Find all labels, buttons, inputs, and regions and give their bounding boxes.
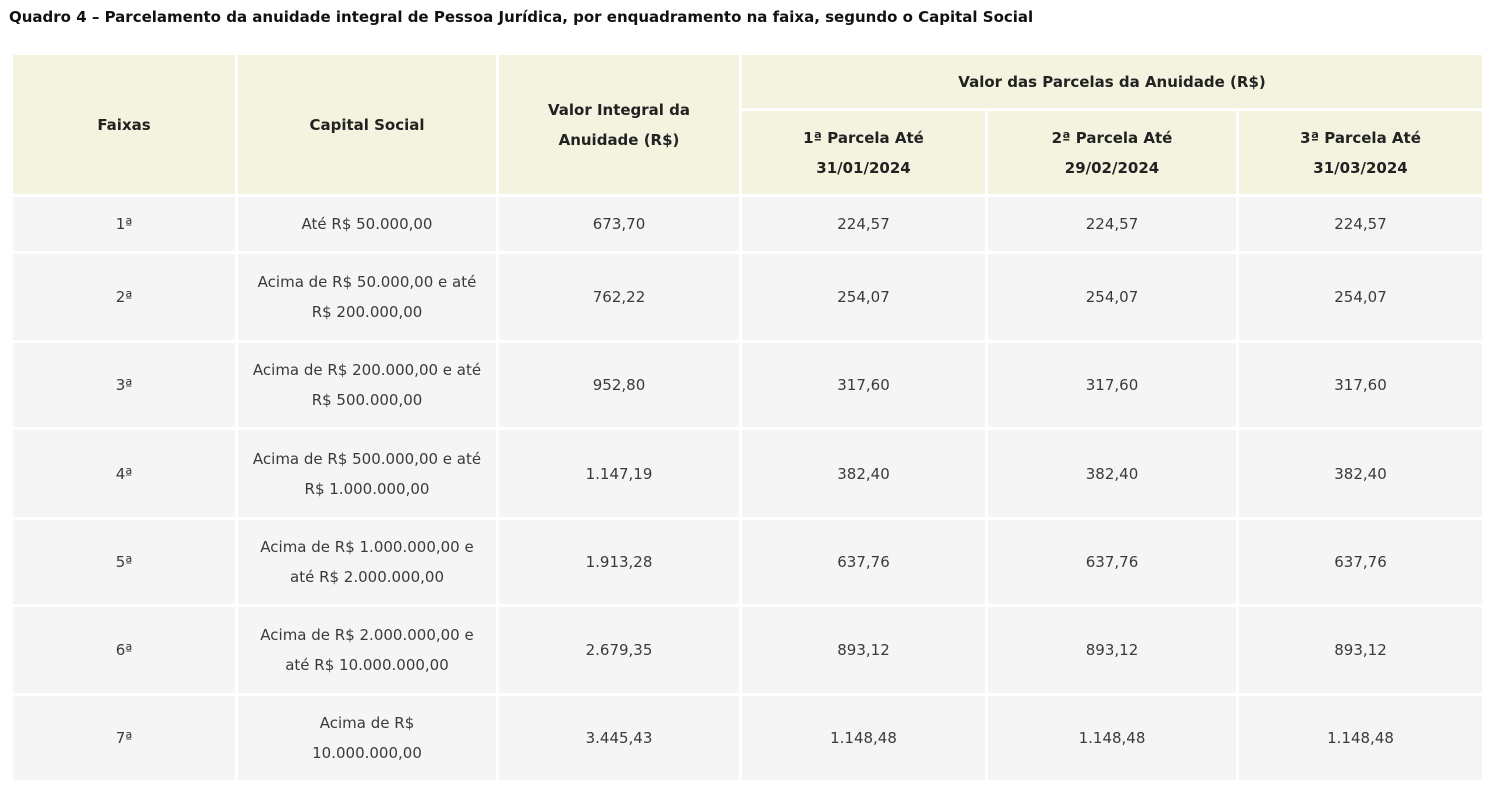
cell-parcela-1: 254,07 xyxy=(742,254,985,340)
cell-valor-integral: 673,70 xyxy=(499,197,739,251)
cell-capital-social: Acima de R$ 50.000,00 e até R$ 200.000,0… xyxy=(238,254,496,340)
table-row: 3ª Acima de R$ 200.000,00 e até R$ 500.0… xyxy=(13,343,1483,427)
cell-parcela-1: 1.148,48 xyxy=(742,696,985,780)
table-row: 1ª Até R$ 50.000,00 673,70 224,57 224,57… xyxy=(13,197,1483,251)
header-valor-integral: Valor Integral da Anuidade (R$) xyxy=(499,55,739,194)
cell-capital-social-text: Acima de R$ 200.000,00 e até R$ 500.000,… xyxy=(252,361,482,409)
cell-parcela-3: 224,57 xyxy=(1239,197,1483,251)
header-capital-social: Capital Social xyxy=(238,55,496,194)
cell-parcela-2: 893,12 xyxy=(988,607,1236,693)
cell-valor-integral: 3.445,43 xyxy=(499,696,739,780)
cell-parcela-1: 224,57 xyxy=(742,197,985,251)
cell-valor-integral: 952,80 xyxy=(499,343,739,427)
cell-capital-social: Acima de R$ 1.000.000,00 e até R$ 2.000.… xyxy=(238,520,496,604)
cell-parcela-3: 317,60 xyxy=(1239,343,1483,427)
table-row: 2ª Acima de R$ 50.000,00 e até R$ 200.00… xyxy=(13,254,1483,340)
header-parcela-2-label: 2ª Parcela Até 29/02/2024 xyxy=(1051,128,1173,177)
header-row-top: Faixas Capital Social Valor Integral da … xyxy=(13,55,1483,194)
cell-parcela-1: 637,76 xyxy=(742,520,985,604)
cell-parcela-3: 637,76 xyxy=(1239,520,1483,604)
header-valor-integral-label: Valor Integral da Anuidade (R$) xyxy=(547,100,691,149)
cell-parcela-2: 382,40 xyxy=(988,430,1236,517)
cell-capital-social: Até R$ 50.000,00 xyxy=(238,197,496,251)
cell-parcela-2: 224,57 xyxy=(988,197,1236,251)
cell-parcela-1: 893,12 xyxy=(742,607,985,693)
header-faixas: Faixas xyxy=(13,55,235,194)
header-row-sub: 1ª Parcela Até 31/01/2024 2ª Parcela Até… xyxy=(13,111,1483,194)
cell-valor-integral: 2.679,35 xyxy=(499,607,739,693)
header-parcela-2: 2ª Parcela Até 29/02/2024 xyxy=(988,111,1236,194)
cell-parcela-2: 1.148,48 xyxy=(988,696,1236,780)
header-parcela-1-label: 1ª Parcela Até 31/01/2024 xyxy=(803,128,924,177)
cell-capital-social: Acima de R$ 500.000,00 e até R$ 1.000.00… xyxy=(238,430,496,517)
cell-parcela-3: 254,07 xyxy=(1239,254,1483,340)
header-parcela-3: 3ª Parcela Até 31/03/2024 xyxy=(1239,111,1483,194)
cell-capital-social-text: Até R$ 50.000,00 xyxy=(301,215,433,233)
cell-parcela-2: 254,07 xyxy=(988,254,1236,340)
header-parcela-1: 1ª Parcela Até 31/01/2024 xyxy=(742,111,985,194)
cell-parcela-2: 317,60 xyxy=(988,343,1236,427)
table-row: 5ª Acima de R$ 1.000.000,00 e até R$ 2.0… xyxy=(13,520,1483,604)
cell-faixa: 2ª xyxy=(13,254,235,340)
cell-capital-social: Acima de R$ 200.000,00 e até R$ 500.000,… xyxy=(238,343,496,427)
cell-faixa: 6ª xyxy=(13,607,235,693)
table-row: 6ª Acima de R$ 2.000.000,00 e até R$ 10.… xyxy=(13,607,1483,693)
cell-faixa: 5ª xyxy=(13,520,235,604)
cell-parcela-3: 382,40 xyxy=(1239,430,1483,517)
cell-capital-social-text: Acima de R$ 2.000.000,00 e até R$ 10.000… xyxy=(260,626,474,674)
annuity-installments-table: Faixas Capital Social Valor Integral da … xyxy=(10,52,1486,783)
cell-faixa: 3ª xyxy=(13,343,235,427)
cell-parcela-3: 1.148,48 xyxy=(1239,696,1483,780)
cell-faixa: 7ª xyxy=(13,696,235,780)
cell-parcela-1: 382,40 xyxy=(742,430,985,517)
cell-parcela-1: 317,60 xyxy=(742,343,985,427)
cell-capital-social-text: Acima de R$ 50.000,00 e até R$ 200.000,0… xyxy=(257,273,477,321)
table-row: 7ª Acima de R$ 10.000.000,00 3.445,43 1.… xyxy=(13,696,1483,780)
cell-faixa: 4ª xyxy=(13,430,235,517)
cell-parcela-2: 637,76 xyxy=(988,520,1236,604)
cell-capital-social: Acima de R$ 10.000.000,00 xyxy=(238,696,496,780)
cell-capital-social-text: Acima de R$ 1.000.000,00 e até R$ 2.000.… xyxy=(260,538,474,586)
cell-faixa: 1ª xyxy=(13,197,235,251)
cell-valor-integral: 762,22 xyxy=(499,254,739,340)
header-parcela-3-label: 3ª Parcela Até 31/03/2024 xyxy=(1300,128,1421,177)
cell-valor-integral: 1.913,28 xyxy=(499,520,739,604)
cell-capital-social-text: Acima de R$ 10.000.000,00 xyxy=(312,714,422,762)
header-parcelas-group: Valor das Parcelas da Anuidade (R$) xyxy=(742,55,1483,108)
table-caption: Quadro 4 – Parcelamento da anuidade inte… xyxy=(9,8,1034,26)
cell-valor-integral: 1.147,19 xyxy=(499,430,739,517)
table-row: 4ª Acima de R$ 500.000,00 e até R$ 1.000… xyxy=(13,430,1483,517)
cell-parcela-3: 893,12 xyxy=(1239,607,1483,693)
cell-capital-social-text: Acima de R$ 500.000,00 e até R$ 1.000.00… xyxy=(252,449,482,498)
cell-capital-social: Acima de R$ 2.000.000,00 e até R$ 10.000… xyxy=(238,607,496,693)
